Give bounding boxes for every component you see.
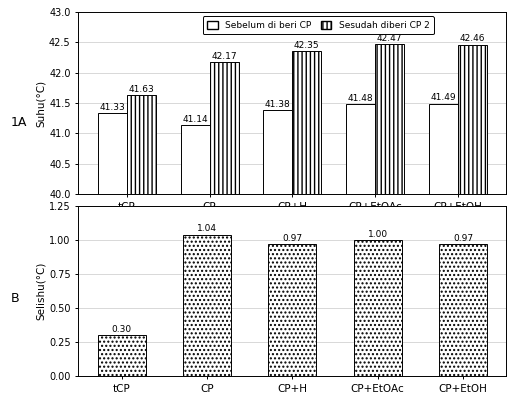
Text: 42.35: 42.35 xyxy=(294,41,319,50)
Bar xyxy=(429,104,458,194)
X-axis label: P e r l a k u a n: P e r l a k u a n xyxy=(251,215,334,225)
Text: 42.17: 42.17 xyxy=(211,52,237,61)
Text: 41.14: 41.14 xyxy=(182,114,208,124)
Text: 41.63: 41.63 xyxy=(128,85,154,94)
Bar xyxy=(263,110,292,194)
Bar xyxy=(183,234,231,376)
Bar xyxy=(268,244,316,376)
Legend: Sebelum di beri CP, Sesudah diberi CP 2: Sebelum di beri CP, Sesudah diberi CP 2 xyxy=(203,16,434,34)
Bar xyxy=(181,125,209,194)
Text: B: B xyxy=(10,293,19,305)
Bar xyxy=(292,51,322,194)
Bar xyxy=(209,62,239,194)
Bar xyxy=(458,45,487,194)
Y-axis label: Selishu(°C): Selishu(°C) xyxy=(36,262,46,320)
Bar xyxy=(98,113,127,194)
Text: 41.48: 41.48 xyxy=(348,94,373,103)
Bar xyxy=(98,335,146,376)
Text: 0.97: 0.97 xyxy=(453,234,473,243)
Bar xyxy=(346,104,375,194)
Text: 1.00: 1.00 xyxy=(367,230,388,239)
Text: 0.97: 0.97 xyxy=(282,234,302,243)
Bar xyxy=(375,44,404,194)
Text: 42.46: 42.46 xyxy=(460,34,485,44)
Y-axis label: Suhu(°C): Suhu(°C) xyxy=(36,79,46,127)
Bar xyxy=(127,95,156,194)
Text: 1A: 1A xyxy=(10,116,27,129)
Text: 0.30: 0.30 xyxy=(112,325,132,334)
Bar xyxy=(354,240,401,376)
Text: 41.33: 41.33 xyxy=(99,103,125,112)
Text: 1.04: 1.04 xyxy=(197,224,217,233)
Text: 41.49: 41.49 xyxy=(431,93,456,102)
Text: 42.47: 42.47 xyxy=(377,34,402,43)
Bar xyxy=(439,244,487,376)
Text: 41.38: 41.38 xyxy=(265,100,291,109)
